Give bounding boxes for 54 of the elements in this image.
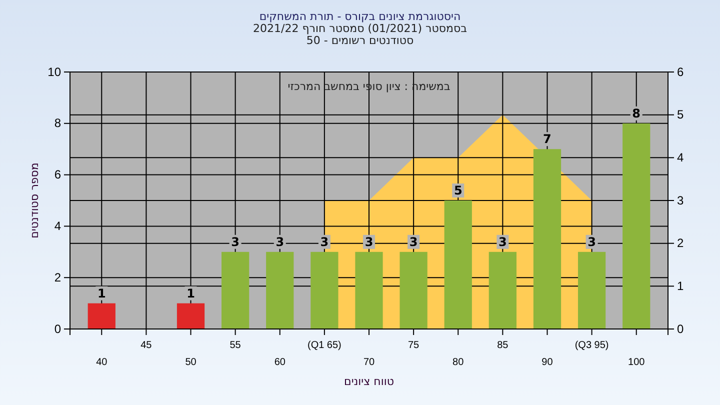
y-tick-label: 8 — [54, 116, 62, 130]
y-tick-label: 4 — [54, 219, 62, 234]
data-label: 3 — [409, 234, 418, 249]
bar — [310, 252, 338, 329]
y-tick-label: 2 — [54, 270, 62, 284]
y2-tick-label: 2 — [677, 236, 684, 250]
x-tick-label: 55 — [230, 340, 242, 351]
data-label: 8 — [632, 106, 641, 120]
data-label: 1 — [186, 286, 195, 300]
data-label: 1 — [97, 286, 106, 300]
y2-tick-label: 3 — [677, 193, 684, 208]
bar — [400, 252, 428, 329]
bar — [176, 303, 205, 329]
bar — [88, 303, 116, 329]
bar — [222, 252, 250, 329]
bar — [355, 252, 383, 329]
x-tick-label: 90 — [542, 357, 554, 368]
y-axis-title: מספר סטודנטים — [28, 162, 41, 238]
y-tick-label: 10 — [48, 64, 62, 79]
bar — [622, 123, 650, 329]
y2-tick-label: 6 — [677, 64, 684, 79]
y2-tick-label: 0 — [677, 322, 684, 336]
y2-tick-label: 4 — [677, 150, 684, 165]
data-label: 3 — [498, 234, 507, 249]
bar — [488, 252, 516, 329]
x-tick-label: (Q1 65) — [307, 340, 342, 351]
data-label: 3 — [320, 234, 329, 249]
x-tick-label: 80 — [452, 357, 464, 368]
x-tick-label: 60 — [274, 357, 286, 368]
bar — [533, 149, 562, 329]
chart-subtitle: בסמסטר (01/2021) סמסטר חורף 2021/22 סטודנטים רשומים - 50 — [253, 22, 467, 47]
x-axis-title: טווח ציונים — [344, 375, 394, 388]
data-label: 3 — [364, 234, 374, 249]
data-label: 3 — [276, 234, 284, 249]
x-tick-label: 85 — [497, 340, 509, 351]
bar — [578, 252, 606, 329]
bar — [444, 200, 472, 329]
x-tick-label: 70 — [363, 357, 375, 368]
y2-tick-label: 5 — [677, 108, 684, 122]
x-tick-label: (Q3 95) — [574, 340, 609, 351]
y2-tick-label: 1 — [677, 279, 684, 294]
x-tick-label: 75 — [408, 340, 420, 351]
data-label: 5 — [454, 184, 462, 198]
x-tick-label: 100 — [628, 357, 646, 368]
chart-title: היסטוגרמת ציונים בקורס - תורת המשחקים — [259, 10, 461, 23]
y-tick-label: 0 — [54, 322, 62, 336]
data-label: 3 — [588, 234, 596, 249]
data-label: 7 — [543, 132, 552, 146]
data-label: 3 — [231, 234, 240, 249]
y-tick-label: 6 — [54, 168, 62, 182]
x-tick-label: 50 — [185, 357, 197, 368]
x-tick-label: 40 — [96, 357, 108, 368]
x-tick-label: 45 — [140, 340, 152, 351]
bar — [266, 252, 294, 329]
